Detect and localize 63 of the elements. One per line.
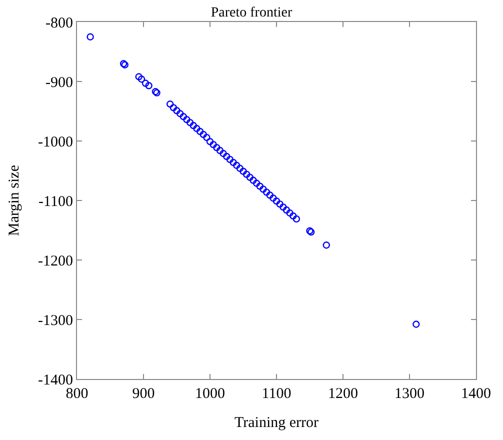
point xyxy=(286,209,294,217)
point xyxy=(186,118,194,126)
point xyxy=(142,80,150,87)
point xyxy=(196,128,204,136)
point xyxy=(252,180,260,187)
point xyxy=(270,194,277,202)
y-tick-label: -900 xyxy=(46,74,73,91)
point xyxy=(216,146,224,154)
point xyxy=(236,164,244,172)
point xyxy=(290,212,297,220)
point xyxy=(203,134,210,142)
point xyxy=(262,188,270,196)
y-tick-label: -1100 xyxy=(38,194,73,210)
point xyxy=(170,104,178,112)
point xyxy=(206,138,214,146)
point xyxy=(240,168,247,175)
point xyxy=(190,122,197,130)
point xyxy=(86,33,94,40)
point xyxy=(223,152,230,160)
point xyxy=(322,242,330,249)
y-tick-label: -1300 xyxy=(38,312,73,329)
point xyxy=(276,200,284,208)
y-tick-label: -1000 xyxy=(38,134,73,150)
point xyxy=(256,182,264,190)
point xyxy=(242,170,250,178)
point xyxy=(250,176,257,184)
point xyxy=(246,174,254,181)
point xyxy=(210,140,217,148)
x-tick-label: 900 xyxy=(132,386,155,402)
point xyxy=(282,206,290,214)
x-tick-label: 1400 xyxy=(461,386,491,402)
x-tick-label: 1000 xyxy=(195,386,225,402)
y-axis-title: Margin size xyxy=(6,164,22,236)
point xyxy=(173,107,180,114)
point xyxy=(213,144,220,152)
x-axis-title: Training error xyxy=(234,415,319,431)
point xyxy=(135,73,142,80)
x-tick-label: 1100 xyxy=(262,386,292,402)
point xyxy=(200,130,207,138)
y-tick-label: -1200 xyxy=(38,253,73,270)
point xyxy=(292,215,300,223)
point xyxy=(280,203,287,211)
point xyxy=(193,124,200,132)
point xyxy=(166,100,174,108)
x-tick-label: 1300 xyxy=(394,386,424,402)
point xyxy=(176,110,184,118)
point xyxy=(180,113,187,120)
y-tick-label: -800 xyxy=(46,15,73,32)
point xyxy=(138,76,146,83)
x-tick-label: 800 xyxy=(66,386,88,402)
y-tick-label: -1400 xyxy=(38,372,73,388)
chart-title: Pareto frontier xyxy=(210,5,292,20)
point xyxy=(230,158,237,166)
point xyxy=(266,192,274,199)
point xyxy=(220,150,227,158)
point xyxy=(272,198,280,205)
point xyxy=(412,320,420,328)
point xyxy=(233,162,240,169)
point xyxy=(183,116,190,124)
point xyxy=(226,156,234,164)
point xyxy=(145,82,152,90)
x-tick-label: 1200 xyxy=(328,386,358,402)
point xyxy=(260,186,267,193)
